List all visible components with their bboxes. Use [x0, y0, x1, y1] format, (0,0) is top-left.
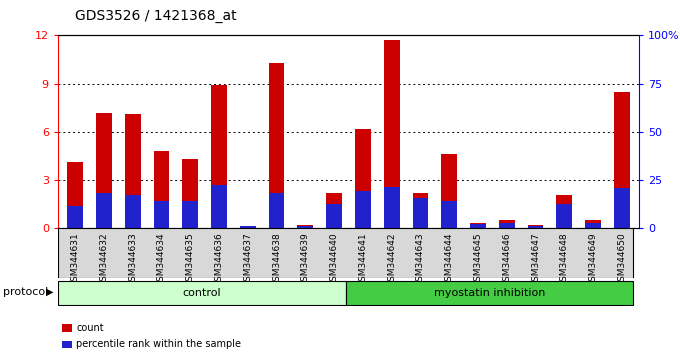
- Bar: [182, 201, 198, 228]
- Bar: [441, 154, 457, 228]
- Text: GSM344632: GSM344632: [99, 232, 108, 287]
- Bar: [528, 225, 543, 228]
- Bar: [67, 162, 83, 228]
- Text: GSM344641: GSM344641: [358, 232, 367, 287]
- Bar: [326, 204, 342, 228]
- Text: GSM344638: GSM344638: [272, 232, 281, 287]
- Bar: [528, 226, 543, 228]
- Text: GSM344644: GSM344644: [445, 232, 454, 287]
- Text: GSM344643: GSM344643: [416, 232, 425, 287]
- Bar: [269, 63, 284, 228]
- Text: GSM344637: GSM344637: [243, 232, 252, 287]
- Bar: [297, 226, 313, 228]
- Text: GSM344647: GSM344647: [531, 232, 540, 287]
- Bar: [413, 198, 428, 228]
- Bar: [67, 206, 83, 228]
- Bar: [96, 113, 112, 228]
- Bar: [470, 223, 486, 228]
- Bar: [556, 195, 573, 228]
- Bar: [96, 193, 112, 228]
- Bar: [240, 227, 256, 228]
- Bar: [182, 159, 198, 228]
- Bar: [211, 85, 227, 228]
- Text: GDS3526 / 1421368_at: GDS3526 / 1421368_at: [75, 9, 237, 23]
- Bar: [124, 195, 141, 228]
- Text: GSM344636: GSM344636: [214, 232, 224, 287]
- Text: control: control: [182, 288, 221, 298]
- Bar: [62, 324, 72, 332]
- Bar: [556, 204, 573, 228]
- Text: GSM344642: GSM344642: [387, 232, 396, 287]
- Bar: [345, 281, 634, 305]
- Text: myostatin inhibition: myostatin inhibition: [434, 288, 545, 298]
- Text: GSM344646: GSM344646: [503, 232, 511, 287]
- Text: protocol: protocol: [3, 287, 49, 297]
- Text: GSM344639: GSM344639: [301, 232, 310, 287]
- Bar: [211, 185, 227, 228]
- Bar: [585, 220, 601, 228]
- Bar: [585, 223, 601, 228]
- Bar: [384, 40, 400, 228]
- Bar: [441, 201, 457, 228]
- Bar: [499, 223, 515, 228]
- Text: GSM344633: GSM344633: [128, 232, 137, 287]
- Text: percentile rank within the sample: percentile rank within the sample: [76, 339, 241, 349]
- Bar: [413, 193, 428, 228]
- Text: GSM344635: GSM344635: [186, 232, 194, 287]
- Bar: [470, 224, 486, 228]
- Bar: [154, 151, 169, 228]
- Text: GSM344631: GSM344631: [71, 232, 80, 287]
- Bar: [355, 192, 371, 228]
- Bar: [62, 341, 72, 348]
- Bar: [355, 129, 371, 228]
- Bar: [326, 193, 342, 228]
- Bar: [297, 225, 313, 228]
- Bar: [154, 201, 169, 228]
- Text: GSM344650: GSM344650: [617, 232, 626, 287]
- Bar: [58, 281, 345, 305]
- Text: GSM344640: GSM344640: [330, 232, 339, 287]
- Text: GSM344645: GSM344645: [473, 232, 483, 287]
- Bar: [614, 188, 630, 228]
- Bar: [499, 220, 515, 228]
- Bar: [240, 226, 256, 228]
- Text: GSM344648: GSM344648: [560, 232, 569, 287]
- Text: ▶: ▶: [46, 287, 54, 297]
- Bar: [614, 92, 630, 228]
- Bar: [384, 187, 400, 228]
- Text: GSM344649: GSM344649: [589, 232, 598, 287]
- Bar: [124, 114, 141, 228]
- Text: GSM344634: GSM344634: [157, 232, 166, 287]
- Bar: [269, 193, 284, 228]
- Text: count: count: [76, 323, 104, 333]
